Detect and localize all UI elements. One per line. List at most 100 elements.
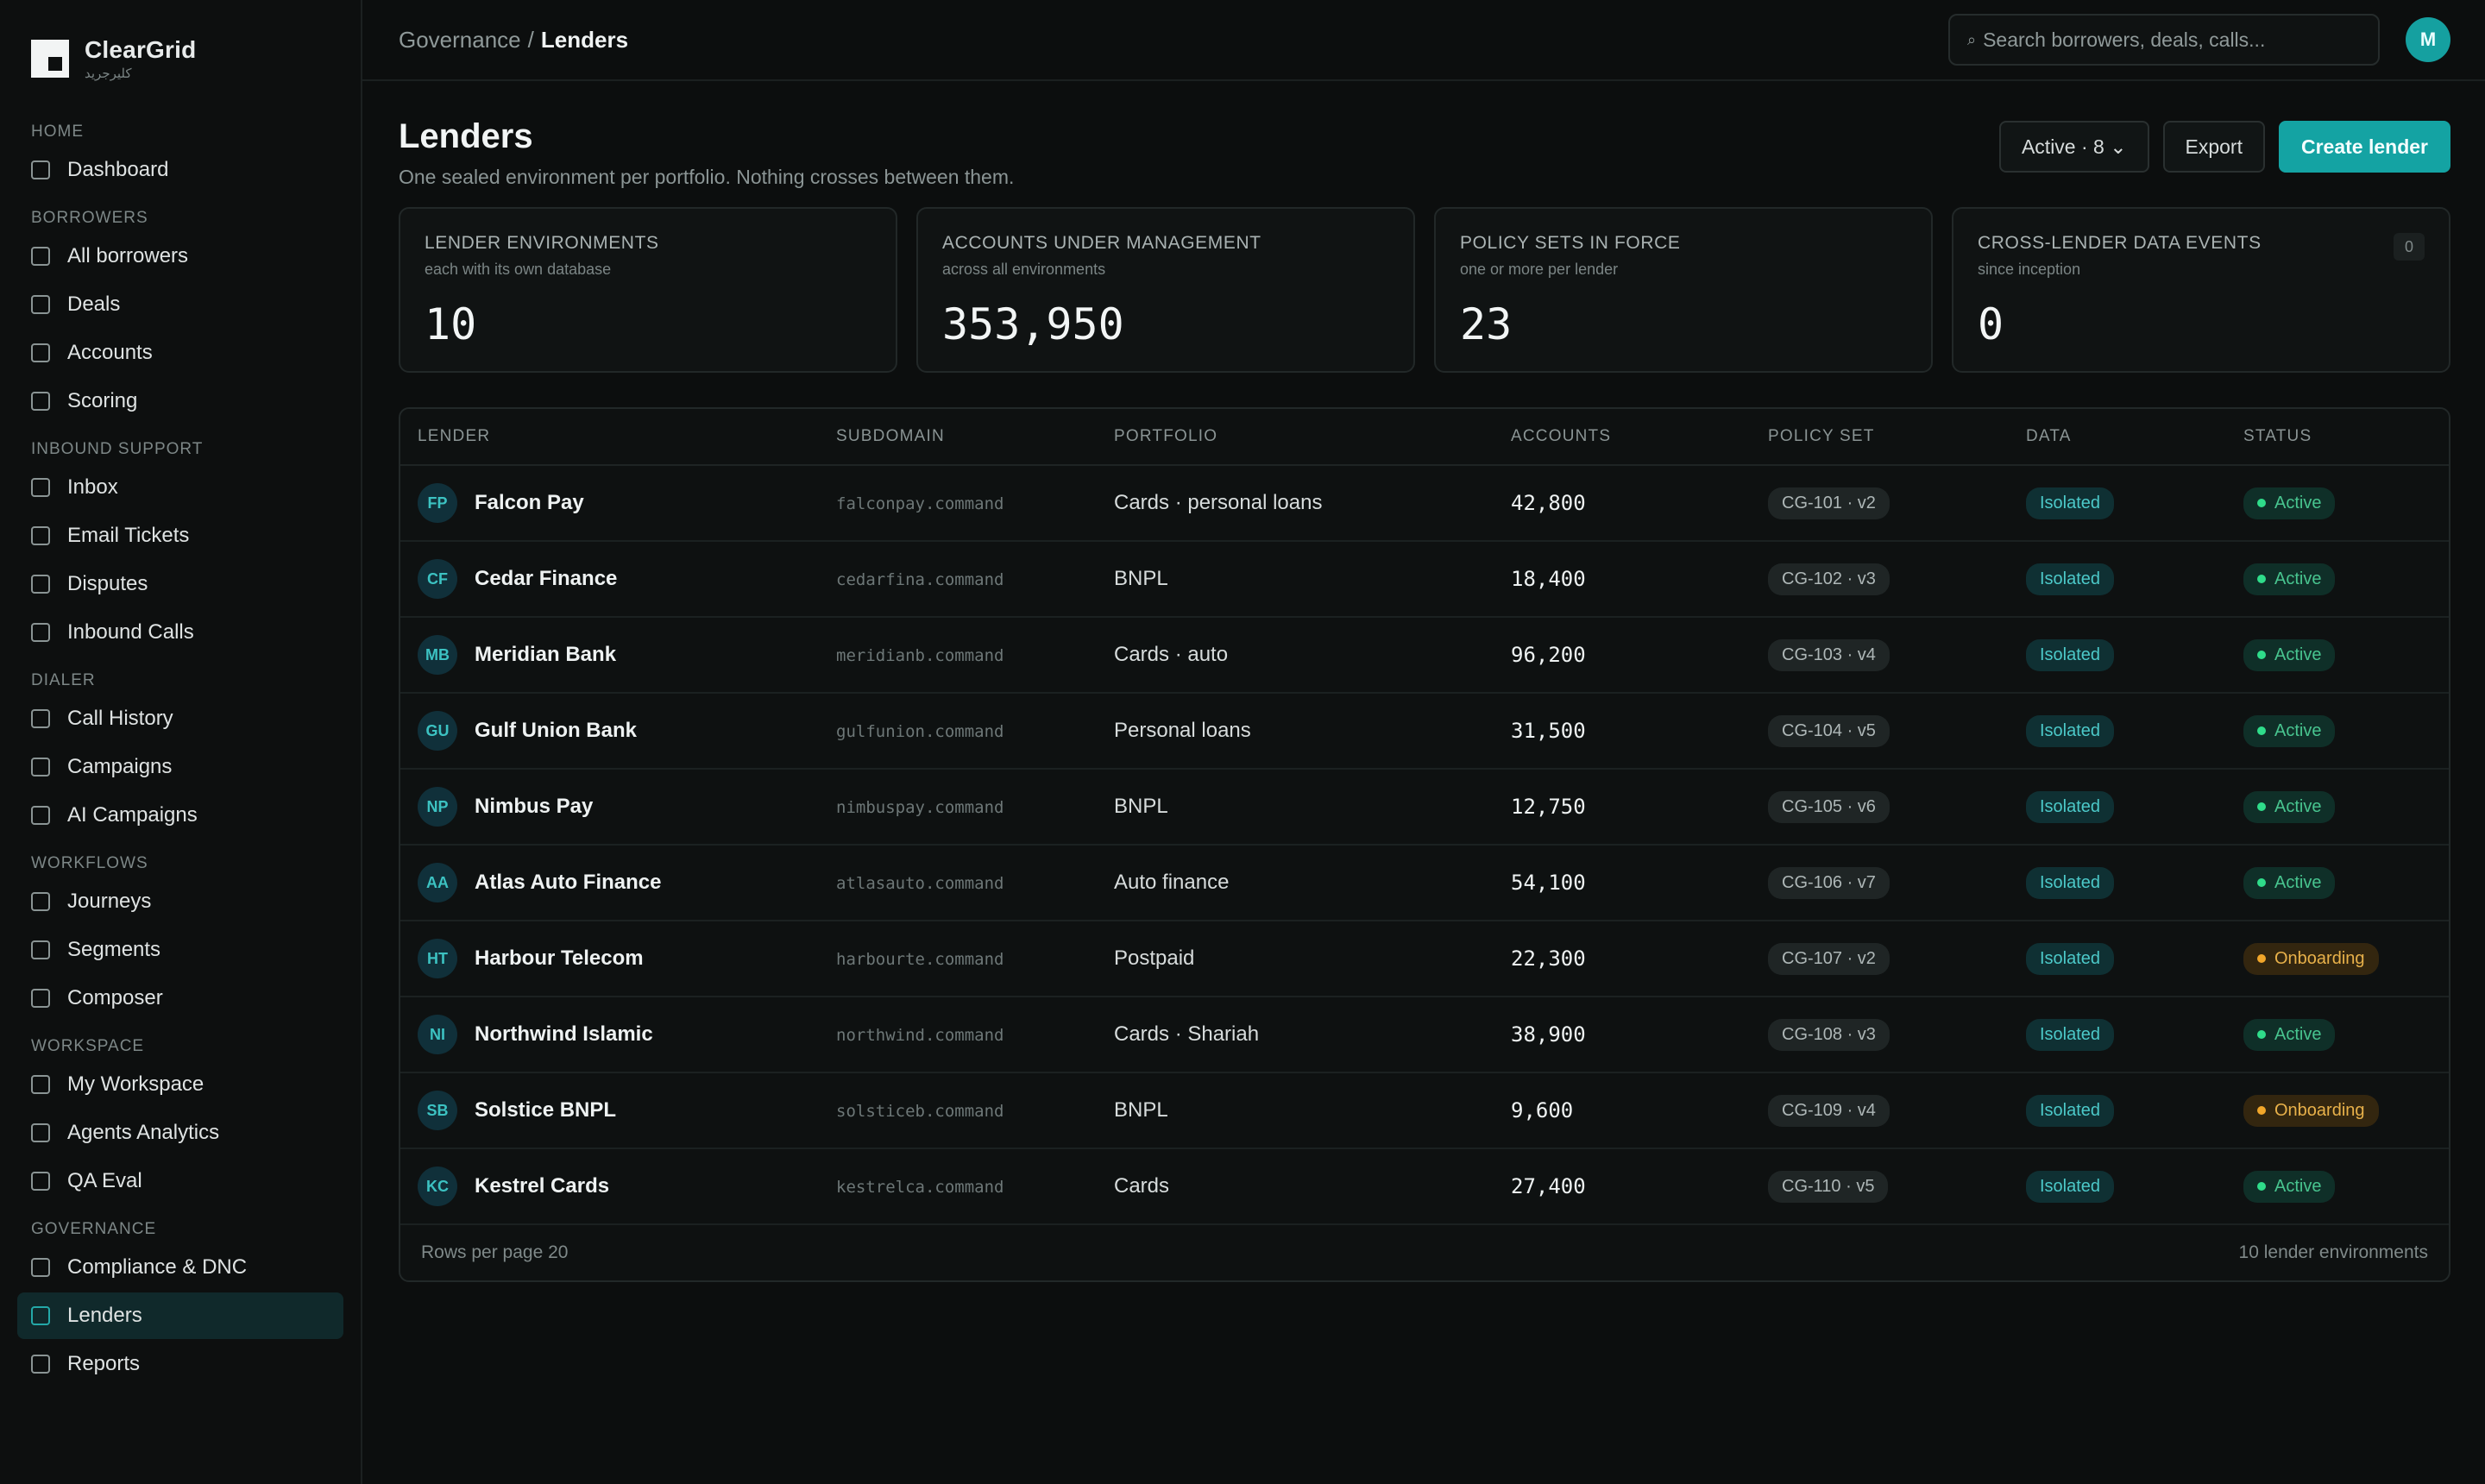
portfolio-cell: BNPL	[1114, 795, 1168, 818]
subdomain-text: solsticeb.command	[836, 1102, 1004, 1121]
sidebar-item-reports[interactable]: Reports	[17, 1341, 343, 1387]
portfolio-cell: BNPL	[1114, 567, 1168, 590]
column-header-policy-set[interactable]: POLICY SET	[1768, 427, 1875, 445]
lender-avatar: CF	[418, 559, 457, 599]
sidebar-item-campaigns[interactable]: Campaigns	[17, 744, 343, 790]
policy-set-badge: CG-107 · v2	[1768, 942, 1890, 975]
portfolio-cell: BNPL	[1114, 1098, 1168, 1122]
column-header-data[interactable]: DATA	[2026, 427, 2072, 445]
stat-badge: 0	[2394, 233, 2425, 261]
sidebar-item-disputes[interactable]: Disputes	[17, 561, 343, 607]
nav-item-icon	[31, 1355, 50, 1374]
table-row[interactable]: HT Harbour Telecom harbourte.command Postpa…	[400, 921, 2449, 997]
export-button[interactable]: Export	[2162, 121, 2265, 173]
search-input[interactable]: ⌕ Search borrowers, deals, calls...	[1948, 14, 2380, 66]
avatar[interactable]: M	[2406, 17, 2450, 62]
sidebar-item-qa-eval[interactable]: QA Eval	[17, 1158, 343, 1204]
accounts-cell: 9,600	[1511, 1098, 1574, 1122]
lender-name[interactable]: Falcon Pay	[475, 491, 584, 514]
policy-cell: CG-105 · v6	[1768, 790, 2026, 823]
sidebar-item-accounts[interactable]: Accounts	[17, 330, 343, 376]
table-row[interactable]: NI Northwind Islamic northwind.command Card…	[400, 997, 2449, 1073]
stat-sublabel: across all environments	[942, 261, 1106, 278]
subdomain-text: nimbuspay.command	[836, 798, 1004, 817]
sidebar-item-deals[interactable]: Deals	[17, 281, 343, 328]
table-row[interactable]: FP Falcon Pay falconpay.command Cards · per…	[400, 466, 2449, 542]
data-cell: Isolated	[2026, 487, 2243, 519]
accounts-cell: 27,400	[1511, 1174, 1586, 1198]
nav-section-workspace: WORKSPACE	[31, 1037, 145, 1055]
table-row[interactable]: KC Kestrel Cards kestrelca.command Cards 27,…	[400, 1149, 2449, 1225]
status-dot-icon	[2257, 878, 2266, 887]
policy-set-badge: CG-110 · v5	[1768, 1170, 1889, 1203]
column-header-subdomain[interactable]: SUBDOMAIN	[836, 427, 945, 445]
sidebar-item-journeys[interactable]: Journeys	[17, 878, 343, 925]
sidebar-item-my-workspace[interactable]: My Workspace	[17, 1061, 343, 1108]
table-row[interactable]: GU Gulf Union Bank gulfunion.command Person…	[400, 694, 2449, 770]
nav-item-icon	[31, 1123, 50, 1142]
table-row[interactable]: SB Solstice BNPL solsticeb.command BNPL 9,60…	[400, 1073, 2449, 1149]
table-row[interactable]: NP Nimbus Pay nimbuspay.command BNPL 12,750 C…	[400, 770, 2449, 846]
sidebar-item-compliance-dnc[interactable]: Compliance & DNC	[17, 1244, 343, 1291]
column-header-status[interactable]: STATUS	[2243, 427, 2312, 445]
subdomain-cell: nimbuspay.command	[836, 795, 1114, 819]
portfolio-cell: Personal loans	[1114, 719, 1251, 742]
column-header-accounts[interactable]: ACCOUNTS	[1511, 427, 1612, 445]
portfolio-cell: Postpaid	[1114, 946, 1195, 970]
logo-icon	[31, 40, 69, 78]
table-row[interactable]: CF Cedar Finance cedarfina.command BNPL 18,4…	[400, 542, 2449, 618]
sidebar-item-segments[interactable]: Segments	[17, 927, 343, 973]
stat-card-cross-lender-data-events: CROSS-LENDER DATA EVENTS since inception 0…	[1952, 207, 2450, 373]
sidebar-item-inbound-calls[interactable]: Inbound Calls	[17, 609, 343, 656]
data-cell: Isolated	[2026, 790, 2243, 823]
brand[interactable]: ClearGrid كليرجريد	[17, 0, 343, 83]
sidebar-item-label: QA Eval	[67, 1169, 142, 1192]
lenders-table: LENDER SUBDOMAIN PORTFOLIO ACCOUNTS POLICY S…	[399, 407, 2450, 1282]
column-header-lender[interactable]: LENDER	[418, 427, 491, 445]
create-lender-button[interactable]: Create lender	[2278, 121, 2450, 173]
sidebar-item-dashboard[interactable]: Dashboard	[17, 147, 343, 193]
lender-name[interactable]: Meridian Bank	[475, 643, 617, 666]
lender-cell: NP Nimbus Pay	[400, 787, 836, 827]
data-cell: Isolated	[2026, 563, 2243, 595]
lender-name[interactable]: Harbour Telecom	[475, 946, 644, 970]
sidebar-item-scoring[interactable]: Scoring	[17, 378, 343, 424]
lender-name[interactable]: Nimbus Pay	[475, 795, 594, 818]
status-badge: Active	[2243, 563, 2336, 595]
status-badge: Active	[2243, 790, 2336, 823]
lender-avatar: MB	[418, 635, 457, 675]
sidebar-item-label: Inbox	[67, 475, 118, 499]
lender-name[interactable]: Solstice BNPL	[475, 1098, 617, 1122]
sidebar-item-email-tickets[interactable]: Email Tickets	[17, 512, 343, 559]
breadcrumb-parent[interactable]: Governance	[399, 26, 521, 53]
accounts-cell: 42,800	[1511, 491, 1586, 515]
status-filter-dropdown[interactable]: Active · 8 ⌄	[1998, 121, 2149, 173]
column-header-portfolio[interactable]: PORTFOLIO	[1114, 427, 1218, 445]
sidebar-item-agents-analytics[interactable]: Agents Analytics	[17, 1110, 343, 1156]
sidebar-item-ai-campaigns[interactable]: AI Campaigns	[17, 792, 343, 839]
status-cell: Active	[2243, 487, 2449, 519]
policy-set-badge: CG-103 · v4	[1768, 638, 1890, 671]
status-badge: Active	[2243, 714, 2336, 747]
lender-name[interactable]: Atlas Auto Finance	[475, 871, 662, 894]
subdomain-cell: northwind.command	[836, 1022, 1114, 1047]
sidebar-item-label: Email Tickets	[67, 524, 190, 547]
table-row[interactable]: AA Atlas Auto Finance atlasauto.command Aut…	[400, 846, 2449, 921]
lender-name[interactable]: Northwind Islamic	[475, 1022, 653, 1046]
sidebar-item-inbox[interactable]: Inbox	[17, 464, 343, 511]
sidebar-nav: HOME Dashboard BORROWERS All borrowers Deals…	[17, 117, 343, 1387]
sidebar-item-all-borrowers[interactable]: All borrowers	[17, 233, 343, 280]
lender-cell: FP Falcon Pay	[400, 483, 836, 523]
table-row[interactable]: MB Meridian Bank meridianb.command Cards · …	[400, 618, 2449, 694]
sidebar-item-lenders[interactable]: Lenders	[17, 1292, 343, 1339]
lender-name[interactable]: Kestrel Cards	[475, 1174, 610, 1198]
rows-per-page[interactable]: Rows per page 20	[421, 1242, 569, 1262]
sidebar-item-composer[interactable]: Composer	[17, 975, 343, 1022]
policy-set-badge: CG-104 · v5	[1768, 714, 1890, 747]
lender-name[interactable]: Cedar Finance	[475, 567, 618, 590]
sidebar-item-call-history[interactable]: Call History	[17, 695, 343, 742]
lender-cell: KC Kestrel Cards	[400, 1166, 836, 1206]
lender-cell: HT Harbour Telecom	[400, 939, 836, 978]
lender-name[interactable]: Gulf Union Bank	[475, 719, 637, 742]
status-label: Active	[2274, 1024, 2322, 1044]
